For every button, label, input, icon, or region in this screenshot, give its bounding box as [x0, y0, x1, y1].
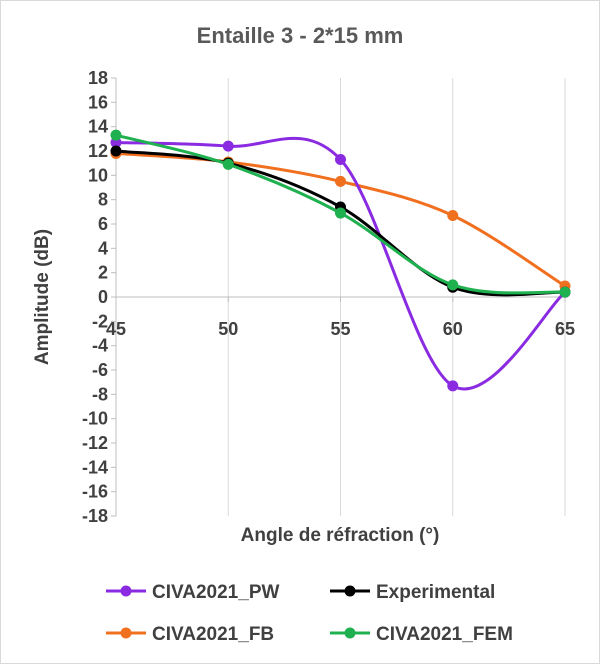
legend-swatch-marker: [120, 627, 132, 639]
legend-swatch-marker: [344, 585, 356, 597]
y-tick-label: 12: [88, 141, 108, 161]
legend-label: CIVA2021_PW: [152, 582, 279, 603]
y-tick-label: -18: [82, 506, 108, 526]
x-tick-label: 65: [555, 319, 575, 339]
data-point-civa2021-pw: [222, 140, 234, 152]
y-axis-title: Amplitude (dB): [32, 229, 53, 365]
y-tick-label: -12: [82, 433, 108, 453]
legend-label: CIVA2021_FB: [152, 624, 274, 645]
y-tick-label: 4: [98, 238, 108, 258]
y-tick-label: 6: [98, 214, 108, 234]
legend: CIVA2021_PW Experimental CIVA2021_FB CIVA20…: [106, 582, 513, 645]
x-tick-label: 55: [330, 319, 350, 339]
legend-swatch-marker: [344, 627, 356, 639]
x-tick-label: 60: [443, 319, 463, 339]
legend-item-civa2021-fem: CIVA2021_FEM: [330, 624, 513, 645]
y-tick-label: -6: [92, 360, 108, 380]
x-tick-label: 45: [106, 319, 126, 339]
y-tick-label: 8: [98, 190, 108, 210]
y-tick-label: -16: [82, 482, 108, 502]
tick-layer: 18 16 14 12 10 8 6 4 2 0 -2 -4 -6 -8 -10 -12 -14 -16 -18 45…: [82, 68, 575, 526]
data-point-civa2021-fem: [335, 207, 346, 219]
y-tick-label: 16: [88, 92, 108, 112]
legend-item-civa2021-pw: CIVA2021_PW: [106, 582, 279, 603]
data-point-civa2021-fb: [447, 209, 459, 221]
chart-title: Entaille 3 - 2*15 mm: [197, 23, 404, 48]
data-point-civa2021-fem: [222, 158, 234, 170]
x-tick-label: 50: [218, 319, 238, 339]
y-tick-label: 2: [98, 263, 108, 283]
series-line-civa2021-pw: [115, 136, 567, 391]
y-tick-label: -10: [82, 409, 108, 429]
legend-label: Experimental: [376, 582, 495, 603]
y-tick-label: -4: [92, 336, 108, 356]
y-tick-label: -8: [92, 384, 108, 404]
data-point-civa2021-fem: [559, 286, 571, 298]
data-point-civa2021-fem: [447, 279, 459, 291]
legend-label: CIVA2021_FEM: [376, 624, 513, 645]
series-civa2021-fem: [110, 129, 571, 298]
y-tick-label: 14: [88, 117, 108, 137]
y-tick-label: 0: [98, 287, 108, 307]
legend-swatch-marker: [120, 585, 132, 597]
series-layer: [110, 129, 571, 392]
y-tick-label: 10: [88, 165, 108, 185]
data-point-civa2021-fem: [110, 129, 122, 141]
legend-item-experimental: Experimental: [330, 582, 495, 603]
data-point-experimental: [110, 145, 122, 157]
legend-item-civa2021-fb: CIVA2021_FB: [106, 624, 274, 645]
y-tick-label: 18: [88, 68, 108, 88]
y-tick-label: -2: [92, 311, 108, 331]
series-civa2021-pw: [110, 136, 571, 392]
data-point-civa2021-pw: [447, 380, 459, 392]
data-point-civa2021-pw: [335, 154, 346, 166]
y-tick-label: -14: [82, 457, 108, 477]
x-axis-title: Angle de réfraction (°): [241, 525, 440, 546]
data-point-civa2021-fb: [335, 175, 346, 187]
